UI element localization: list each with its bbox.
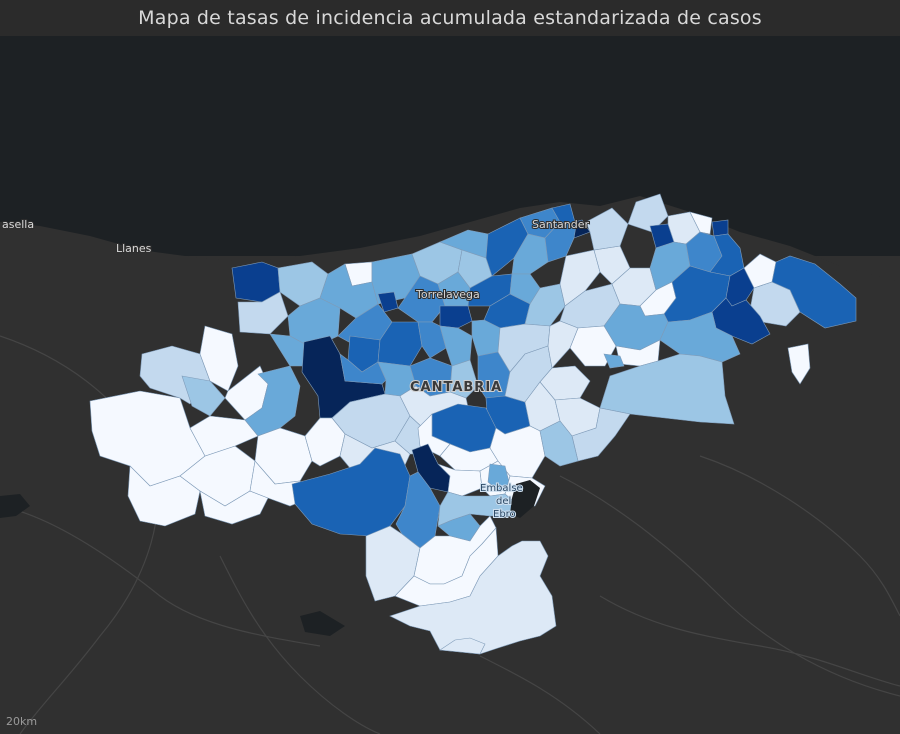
municipality[interactable]	[599, 353, 735, 425]
municipality[interactable]	[544, 221, 577, 263]
municipality[interactable]	[449, 359, 479, 399]
municipalities[interactable]	[89, 193, 857, 655]
municipality[interactable]	[787, 343, 811, 385]
municipality[interactable]	[487, 463, 511, 493]
municipality[interactable]	[397, 275, 446, 323]
municipality[interactable]	[571, 407, 631, 462]
municipality[interactable]	[181, 375, 226, 417]
label-reservoir-line1: Embalse	[480, 483, 523, 494]
map-canvas[interactable]: Santander Torrelavega Llanes asella CANT…	[0, 36, 900, 734]
municipality[interactable]	[585, 207, 629, 251]
sea-area	[0, 36, 900, 256]
municipality[interactable]	[437, 463, 483, 497]
label-santander: Santander	[532, 218, 589, 231]
label-reservoir-line3: Ebro	[493, 509, 516, 520]
label-ribadesella: asella	[2, 218, 34, 231]
municipality[interactable]	[489, 425, 546, 479]
municipality[interactable]	[771, 255, 857, 329]
reservoir-ebro	[510, 480, 540, 518]
municipality[interactable]	[711, 219, 729, 237]
label-reservoir-line2: del	[496, 496, 511, 507]
map-title: Mapa de tasas de incidencia acumulada es…	[0, 0, 900, 37]
map-view[interactable]: Santander Torrelavega Llanes asella CANT…	[0, 36, 900, 734]
municipality[interactable]	[603, 353, 625, 369]
municipality[interactable]	[127, 465, 201, 527]
scale-bar-label: 20km	[6, 715, 38, 728]
municipality[interactable]	[689, 211, 713, 235]
municipality[interactable]	[547, 320, 579, 369]
municipality[interactable]	[439, 637, 486, 655]
municipality[interactable]	[539, 420, 579, 467]
label-torrelavega: Torrelavega	[415, 288, 480, 301]
label-llanes: Llanes	[116, 242, 152, 255]
water-bodies	[0, 494, 345, 636]
municipality[interactable]	[395, 471, 441, 549]
municipality[interactable]	[199, 490, 269, 525]
municipality[interactable]	[627, 193, 669, 233]
municipality[interactable]	[439, 305, 473, 329]
label-cantabria: CANTABRIA	[410, 380, 502, 395]
